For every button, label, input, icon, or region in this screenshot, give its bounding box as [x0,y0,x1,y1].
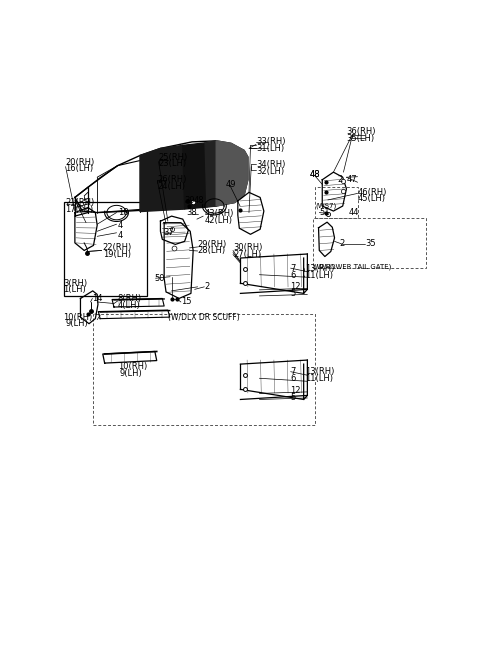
Text: 6: 6 [290,271,295,280]
Text: 11(LH): 11(LH) [305,271,333,280]
Text: 17(LH): 17(LH) [66,205,94,214]
Text: 23(LH): 23(LH) [158,159,187,168]
Text: 16(LH): 16(LH) [66,164,94,173]
Text: 38: 38 [186,208,197,217]
Text: 3(RH): 3(RH) [63,279,87,288]
Text: 29(RH): 29(RH) [198,240,227,249]
Text: 10(RH): 10(RH) [63,313,92,321]
Polygon shape [140,146,185,212]
Bar [94,314,315,424]
Polygon shape [216,141,248,206]
Polygon shape [183,143,207,209]
Text: 28(LH): 28(LH) [198,247,226,255]
Text: 12: 12 [290,282,300,291]
Text: 47: 47 [347,175,357,184]
Text: 45(LH): 45(LH) [358,194,385,203]
Text: 15: 15 [181,297,192,306]
Text: 46(RH): 46(RH) [358,188,387,197]
Text: 6: 6 [290,375,295,383]
Text: 36(RH): 36(RH) [347,127,376,136]
Text: 9(LH): 9(LH) [66,319,88,328]
Text: 20(RH): 20(RH) [66,157,95,167]
Bar [313,218,426,268]
Bar [64,203,147,296]
Text: 21(RH): 21(RH) [66,198,95,207]
Text: 39: 39 [185,196,195,205]
Bar [315,188,358,218]
Text: 10(RH): 10(RH) [118,362,147,371]
Text: 37: 37 [163,228,174,237]
Text: 4: 4 [118,220,123,230]
Text: 31(LH): 31(LH) [256,144,284,153]
Text: 49: 49 [226,180,236,190]
Text: 5: 5 [290,289,295,298]
Text: 14: 14 [92,294,102,303]
Text: 50: 50 [155,274,165,283]
Text: 8(RH): 8(RH) [118,294,142,303]
Text: 30(RH): 30(RH) [233,243,263,253]
Text: 33(RH): 33(RH) [256,137,286,146]
Text: 13(RH): 13(RH) [305,264,334,273]
Text: 27(LH): 27(LH) [233,250,261,259]
Text: 26(RH): 26(RH) [157,175,187,184]
Text: 11(LH): 11(LH) [305,375,333,383]
Text: 32(LH): 32(LH) [256,167,284,176]
Text: 12: 12 [290,386,300,395]
Text: 48: 48 [194,196,204,205]
Text: 2: 2 [340,239,345,249]
Text: 2: 2 [337,175,342,184]
Text: (WS7): (WS7) [315,203,337,209]
Text: 22(RH): 22(RH) [103,243,132,253]
Text: 4: 4 [118,231,123,240]
Text: 43(RH): 43(RH) [204,209,234,218]
Text: 13(RH): 13(RH) [305,367,334,376]
Text: 48: 48 [310,170,321,179]
Polygon shape [205,141,216,207]
Text: 51: 51 [319,208,330,217]
Text: 7: 7 [290,264,295,273]
Text: 2: 2 [204,282,210,291]
Text: 44: 44 [348,208,359,217]
Text: 5: 5 [290,393,295,402]
Text: 24(LH): 24(LH) [157,182,185,191]
Text: 35(LH): 35(LH) [347,134,374,143]
Text: (W/DLX DR SCUFF): (W/DLX DR SCUFF) [168,313,240,321]
Text: 1(LH): 1(LH) [63,285,86,295]
Text: (W/POWER TAIL GATE): (W/POWER TAIL GATE) [314,263,391,270]
Text: 7: 7 [290,367,295,376]
Text: 34(RH): 34(RH) [256,160,286,169]
Text: 35: 35 [365,239,376,249]
Text: 4(LH): 4(LH) [118,300,141,310]
Text: 19(LH): 19(LH) [103,250,131,259]
Text: 48: 48 [310,170,321,179]
Text: 25(RH): 25(RH) [158,152,188,161]
Text: 18: 18 [118,208,128,217]
Text: 42(LH): 42(LH) [204,216,232,224]
Text: 9(LH): 9(LH) [120,369,142,378]
